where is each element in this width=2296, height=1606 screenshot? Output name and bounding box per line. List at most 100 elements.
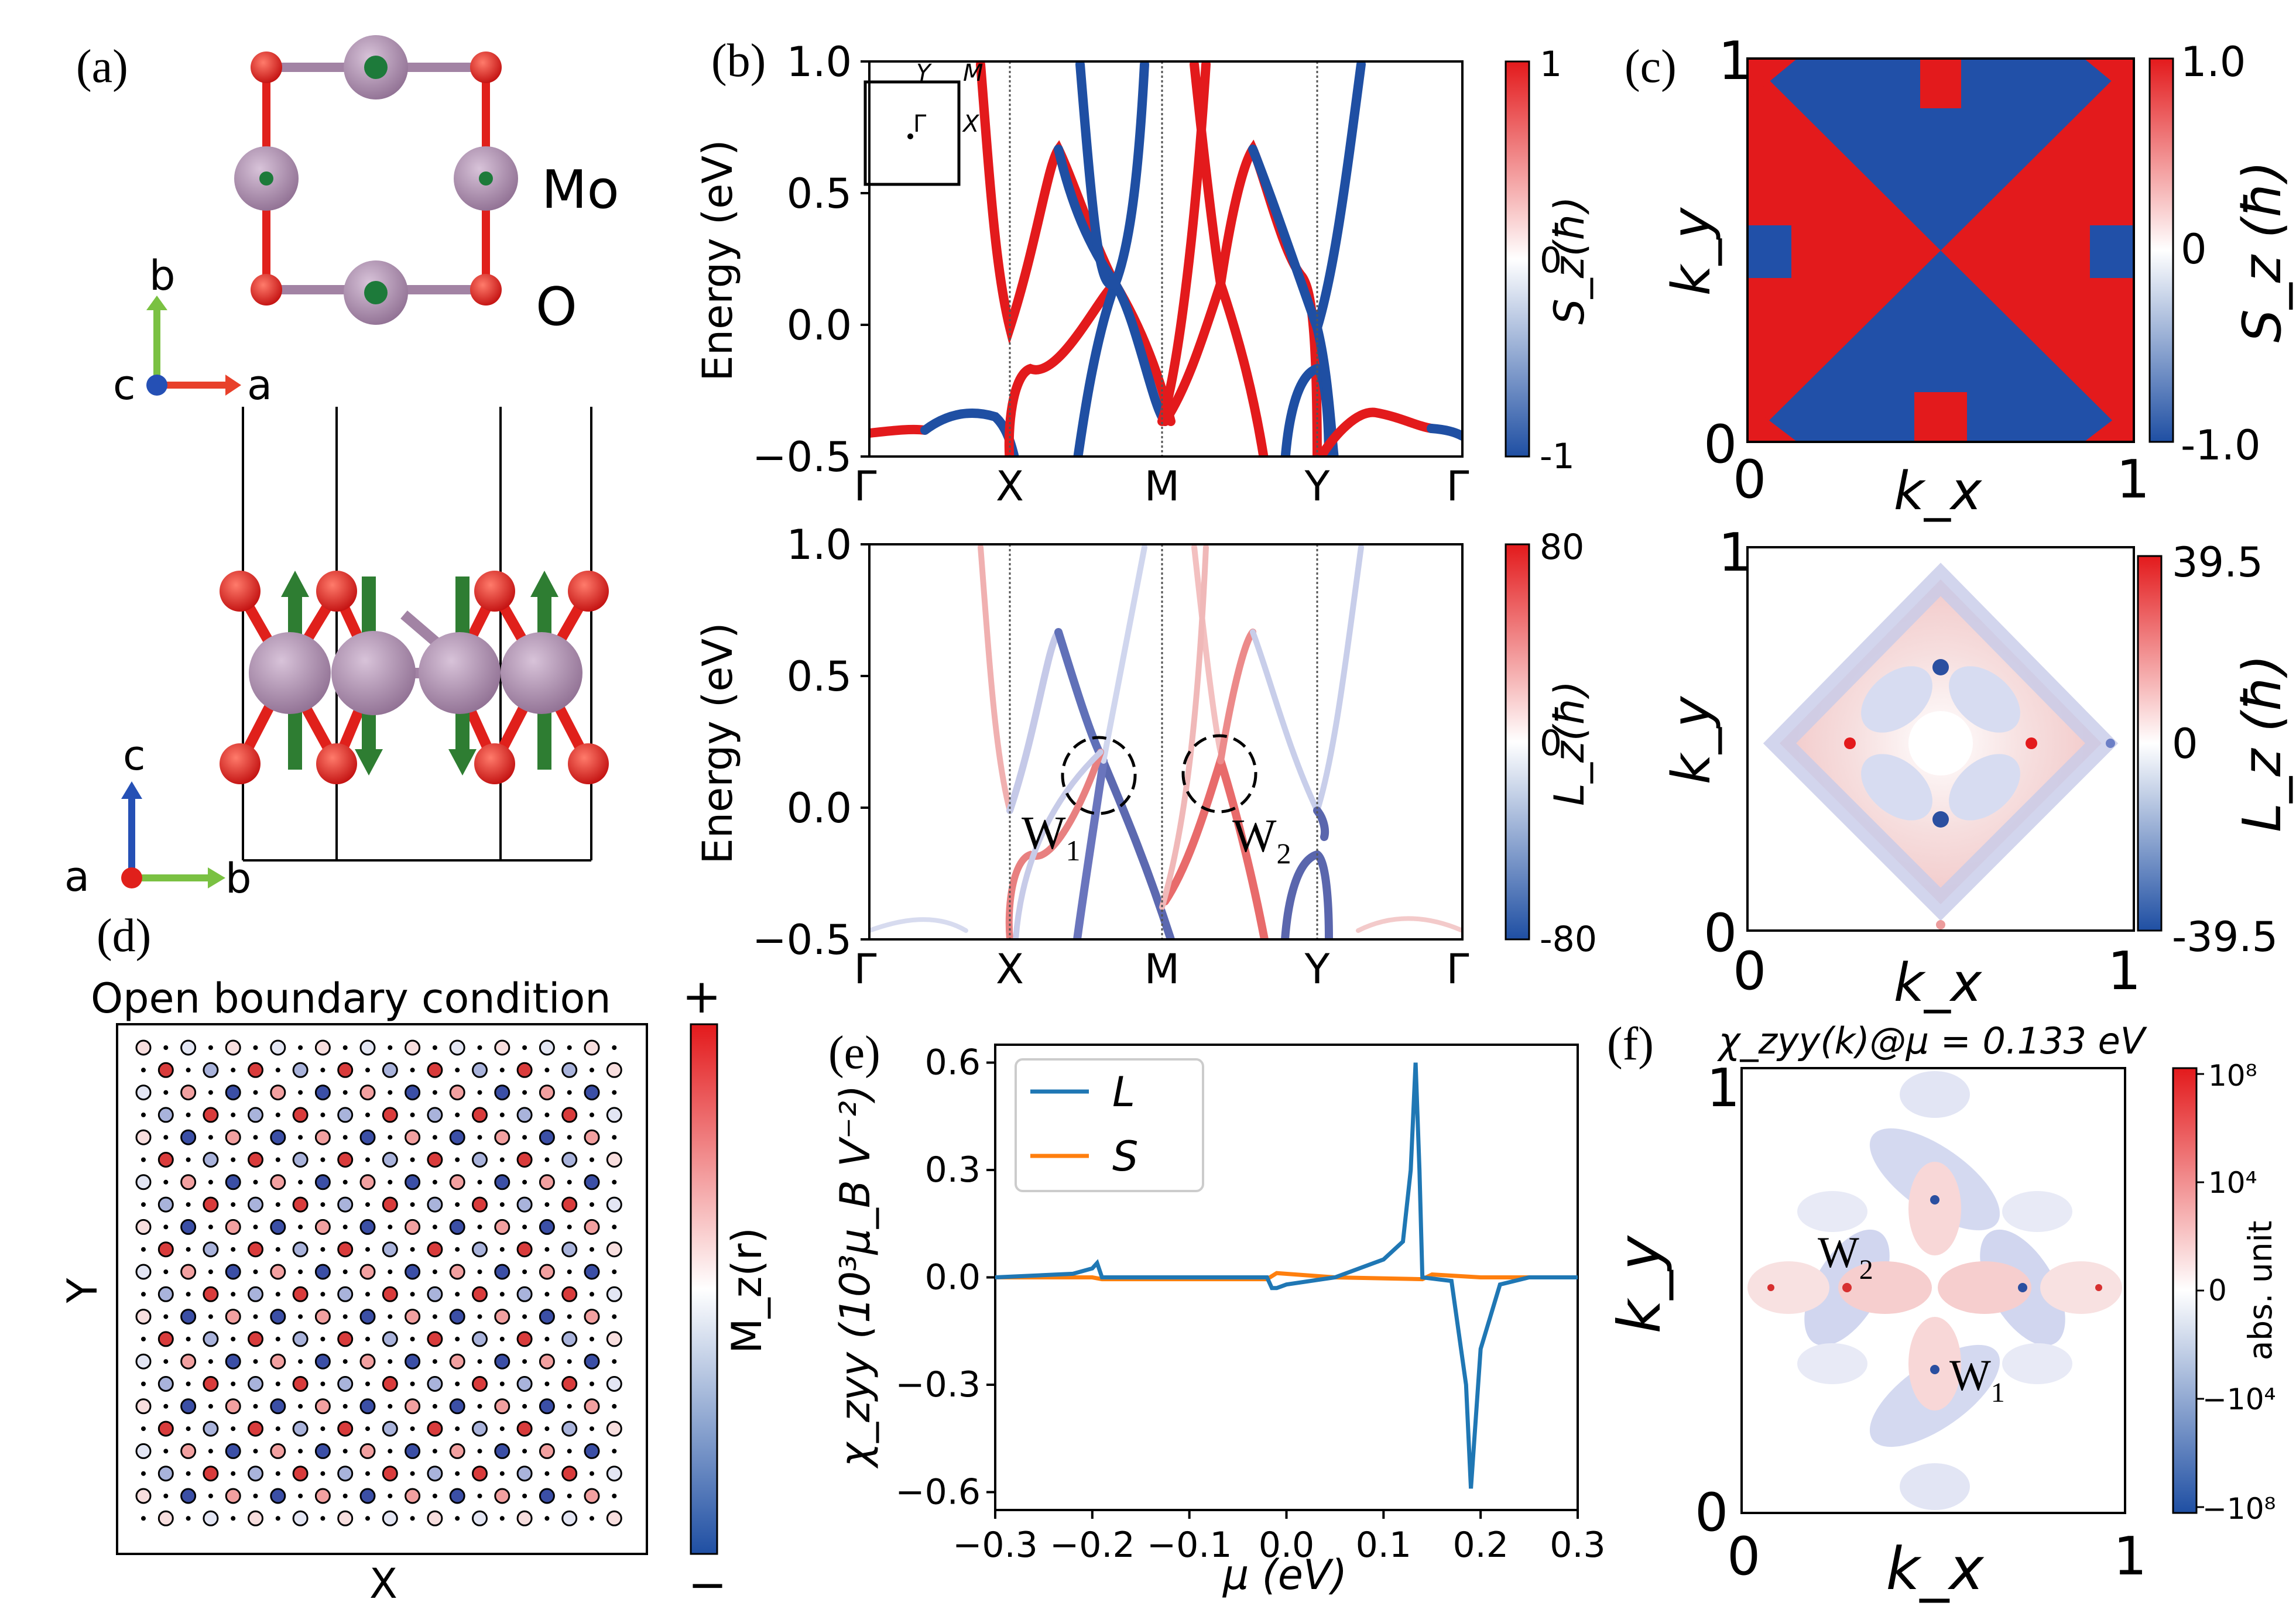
lattice-site	[208, 1090, 213, 1095]
lattice-site	[320, 1336, 325, 1341]
lattice-site	[141, 1381, 146, 1387]
ytick-label: 0.0	[787, 784, 852, 832]
lattice-site	[275, 1068, 280, 1073]
lattice-site	[163, 1314, 169, 1319]
lattice-site	[612, 1179, 617, 1185]
lattice-site	[275, 1381, 280, 1387]
moment-site	[314, 1353, 331, 1370]
lattice-site	[522, 1090, 527, 1095]
lattice-site	[567, 1314, 572, 1319]
tick-label: 0	[1704, 414, 1737, 475]
lattice-site	[432, 1179, 437, 1185]
moment-site	[135, 1129, 152, 1145]
ytick-label: 1.0	[787, 521, 852, 569]
lattice-site	[253, 1179, 258, 1185]
moment-site	[427, 1376, 443, 1392]
moment-site	[472, 1196, 488, 1213]
moment-site	[248, 1062, 263, 1078]
moment-site	[516, 1196, 533, 1213]
lattice-site	[365, 1247, 370, 1252]
y-axis-label: Y	[59, 1278, 107, 1303]
moment-site	[494, 1398, 510, 1415]
lattice-site	[365, 1068, 370, 1073]
x-axis-label: k_x	[1886, 1535, 1985, 1603]
obc-lattice	[135, 1039, 622, 1526]
xtick-m: M	[1144, 945, 1180, 993]
moment-site	[248, 1107, 263, 1123]
lattice-site	[455, 1292, 460, 1297]
lattice-site	[499, 1247, 505, 1252]
lattice-site	[342, 1359, 348, 1364]
lattice-site	[455, 1426, 460, 1432]
moment-site	[248, 1331, 263, 1347]
moment-site	[561, 1510, 578, 1526]
lattice-site	[455, 1516, 460, 1521]
moment-site	[314, 1264, 331, 1280]
lattice-site	[275, 1336, 280, 1341]
colorbar-lz-band	[1505, 543, 1530, 941]
moment-site	[270, 1129, 286, 1145]
band-line-blue	[1313, 323, 1339, 457]
lattice-site	[163, 1494, 169, 1498]
lattice-site	[342, 1314, 348, 1319]
moment-site	[203, 1152, 219, 1168]
tick-label: 1	[1718, 30, 1752, 92]
moment-site	[359, 1353, 376, 1370]
lattice-site	[186, 1471, 191, 1476]
moment-site	[382, 1286, 398, 1302]
lattice-site	[275, 1202, 280, 1207]
lattice-site	[590, 1426, 594, 1432]
band-line-blue	[1248, 61, 1366, 343]
moment-site	[203, 1107, 219, 1123]
moment-site	[606, 1331, 622, 1347]
moment-site	[203, 1286, 219, 1302]
lattice-site	[186, 1202, 191, 1207]
moment-site	[270, 1398, 286, 1415]
lattice-site	[365, 1336, 370, 1341]
moment-site	[584, 1174, 600, 1190]
moment-site	[180, 1264, 197, 1280]
lattice-site	[432, 1090, 437, 1095]
moment-site	[427, 1107, 443, 1123]
crystal-side-view	[220, 407, 609, 862]
moment-site	[382, 1152, 398, 1168]
lattice-site	[208, 1135, 213, 1140]
sz-kspace-map	[1746, 57, 2135, 443]
bz-inset	[863, 80, 961, 186]
lattice-site	[499, 1112, 505, 1117]
tick-label: 1	[2107, 941, 2141, 1002]
moment-site	[292, 1286, 309, 1302]
moment-site	[157, 1196, 174, 1213]
lattice-site	[544, 1471, 550, 1476]
lattice-site	[544, 1292, 550, 1297]
moment-site	[225, 1398, 241, 1415]
lattice-site	[320, 1112, 325, 1117]
moment-site	[225, 1443, 241, 1459]
moment-site	[516, 1107, 533, 1123]
band-line-blue	[1075, 61, 1120, 290]
lattice-site	[544, 1068, 550, 1073]
lattice-site	[231, 1112, 236, 1117]
lattice-site	[163, 1090, 169, 1095]
moment-site	[157, 1376, 174, 1392]
ytick-label: 0.5	[787, 653, 852, 701]
lattice-site	[320, 1247, 325, 1252]
lattice-site	[163, 1403, 169, 1409]
chi-axis-ticks	[986, 1061, 1579, 1519]
moment-site	[382, 1062, 398, 1078]
y-axis-label: χ_zyy (10³μ_B V⁻²)	[831, 1085, 879, 1470]
band-line-blue	[1054, 628, 1105, 759]
mo-label: Mo	[542, 159, 619, 221]
lattice-site	[275, 1516, 280, 1521]
chart-legend	[1015, 1058, 1204, 1192]
lattice-site	[388, 1224, 393, 1230]
tick-label: 1	[1718, 522, 1752, 584]
y-tick-label: −0.3	[895, 1364, 981, 1405]
lattice-site	[342, 1224, 348, 1230]
lattice-site	[612, 1359, 617, 1364]
moment-site	[516, 1241, 533, 1258]
moment-site	[203, 1331, 219, 1347]
band-line-faint	[1356, 916, 1462, 933]
lattice-site	[590, 1471, 594, 1476]
lattice-site	[522, 1314, 527, 1319]
